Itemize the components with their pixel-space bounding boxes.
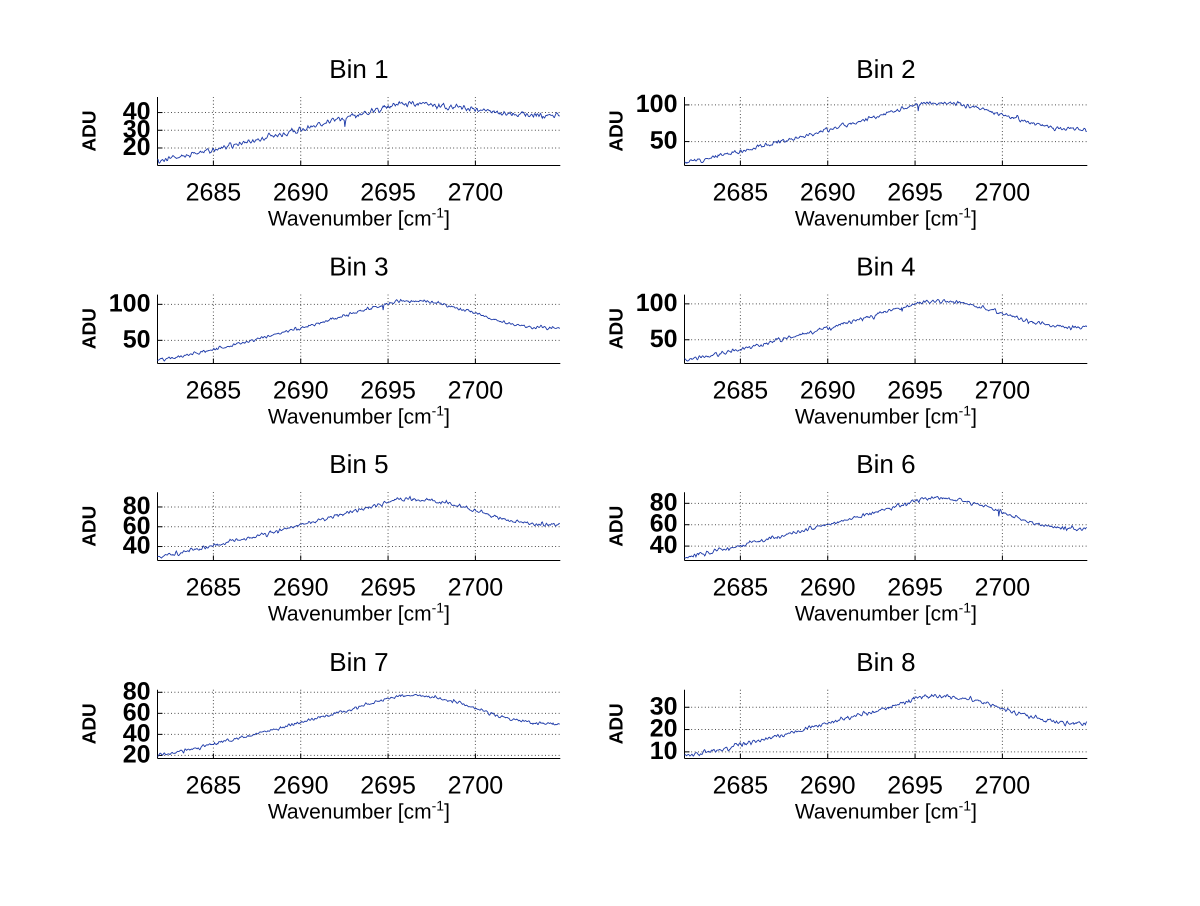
svg-text:Wavenumber [cm-1]: Wavenumber [cm-1] xyxy=(795,798,977,824)
svg-text:2700: 2700 xyxy=(975,179,1031,207)
svg-text:2695: 2695 xyxy=(887,772,943,800)
svg-text:ADU: ADU xyxy=(80,506,101,547)
svg-text:Wavenumber [cm-1]: Wavenumber [cm-1] xyxy=(268,600,450,626)
svg-text:2690: 2690 xyxy=(800,772,856,800)
svg-text:2695: 2695 xyxy=(887,179,943,207)
svg-text:2695: 2695 xyxy=(887,377,943,405)
svg-text:Bin 5: Bin 5 xyxy=(329,449,388,479)
svg-text:80: 80 xyxy=(650,488,678,516)
svg-text:Bin 7: Bin 7 xyxy=(329,647,388,677)
svg-text:2685: 2685 xyxy=(186,377,242,405)
svg-text:2690: 2690 xyxy=(273,772,329,800)
svg-text:2685: 2685 xyxy=(713,772,769,800)
svg-text:2695: 2695 xyxy=(360,179,416,207)
svg-text:Wavenumber [cm-1]: Wavenumber [cm-1] xyxy=(268,205,450,231)
svg-text:80: 80 xyxy=(123,492,151,520)
svg-text:2685: 2685 xyxy=(186,574,242,602)
svg-text:ADU: ADU xyxy=(607,110,628,151)
svg-text:2695: 2695 xyxy=(360,377,416,405)
svg-text:2690: 2690 xyxy=(273,574,329,602)
svg-text:2690: 2690 xyxy=(800,179,856,207)
svg-text:2695: 2695 xyxy=(887,574,943,602)
svg-text:Bin 6: Bin 6 xyxy=(856,449,915,479)
svg-text:Bin 1: Bin 1 xyxy=(329,54,388,84)
svg-text:40: 40 xyxy=(123,98,151,126)
svg-text:2685: 2685 xyxy=(186,772,242,800)
svg-text:80: 80 xyxy=(123,677,151,705)
svg-text:Wavenumber [cm-1]: Wavenumber [cm-1] xyxy=(268,403,450,429)
svg-text:ADU: ADU xyxy=(607,506,628,547)
svg-text:Wavenumber [cm-1]: Wavenumber [cm-1] xyxy=(795,600,977,626)
svg-text:ADU: ADU xyxy=(80,110,101,151)
svg-text:Bin 4: Bin 4 xyxy=(856,252,915,282)
svg-text:100: 100 xyxy=(109,289,151,317)
svg-text:Bin 2: Bin 2 xyxy=(856,54,915,84)
svg-text:100: 100 xyxy=(636,289,678,317)
svg-text:30: 30 xyxy=(650,692,678,720)
svg-text:ADU: ADU xyxy=(607,703,628,744)
svg-text:2700: 2700 xyxy=(448,179,504,207)
svg-text:50: 50 xyxy=(123,325,151,353)
svg-text:Bin 3: Bin 3 xyxy=(329,252,388,282)
svg-text:2685: 2685 xyxy=(713,377,769,405)
svg-text:2690: 2690 xyxy=(273,179,329,207)
svg-text:2695: 2695 xyxy=(360,574,416,602)
svg-text:2700: 2700 xyxy=(975,574,1031,602)
svg-text:100: 100 xyxy=(636,90,678,118)
svg-text:50: 50 xyxy=(650,127,678,155)
svg-text:2695: 2695 xyxy=(360,772,416,800)
svg-text:Wavenumber [cm-1]: Wavenumber [cm-1] xyxy=(268,798,450,824)
svg-text:50: 50 xyxy=(650,325,678,353)
svg-text:Wavenumber [cm-1]: Wavenumber [cm-1] xyxy=(795,403,977,429)
svg-text:ADU: ADU xyxy=(607,308,628,349)
svg-text:ADU: ADU xyxy=(80,308,101,349)
svg-text:2685: 2685 xyxy=(713,179,769,207)
svg-text:ADU: ADU xyxy=(80,703,101,744)
svg-text:2685: 2685 xyxy=(186,179,242,207)
svg-text:2700: 2700 xyxy=(448,574,504,602)
svg-text:2690: 2690 xyxy=(273,377,329,405)
svg-text:2700: 2700 xyxy=(975,772,1031,800)
svg-text:2690: 2690 xyxy=(800,574,856,602)
svg-text:2700: 2700 xyxy=(448,772,504,800)
svg-text:2700: 2700 xyxy=(448,377,504,405)
svg-text:2685: 2685 xyxy=(713,574,769,602)
svg-text:2700: 2700 xyxy=(975,377,1031,405)
svg-text:Bin 8: Bin 8 xyxy=(856,647,915,677)
svg-text:Wavenumber [cm-1]: Wavenumber [cm-1] xyxy=(795,205,977,231)
svg-text:2690: 2690 xyxy=(800,377,856,405)
